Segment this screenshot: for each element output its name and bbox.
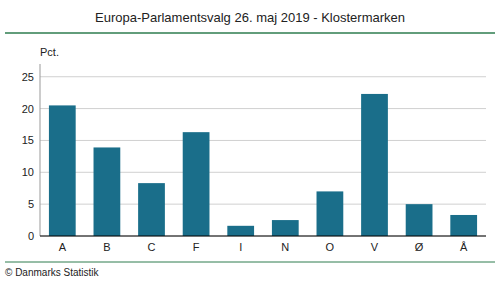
bar (406, 204, 433, 236)
bar (49, 105, 76, 236)
y-tick-label: 0 (28, 230, 34, 242)
x-tick-label: B (103, 241, 110, 253)
x-tick-label: O (326, 241, 335, 253)
x-tick-label: Ø (415, 241, 424, 253)
x-tick-label: C (148, 241, 156, 253)
x-tick-label: F (193, 241, 200, 253)
grid-line (40, 140, 486, 141)
bar (272, 220, 299, 236)
x-tick-label: V (371, 241, 379, 253)
y-tick-label: 15 (22, 134, 34, 146)
grid-line (40, 76, 486, 77)
bar (94, 147, 121, 236)
bar (227, 226, 254, 236)
y-axis-label: Pct. (40, 46, 59, 58)
chart: Europa-Parlamentsvalg 26. maj 2019 - Klo… (0, 0, 500, 282)
x-tick-label: A (59, 241, 67, 253)
baseline (40, 236, 486, 237)
bars (49, 94, 477, 236)
footer: © Danmarks Statistik (5, 267, 100, 278)
bar (183, 132, 210, 236)
title: Europa-Parlamentsvalg 26. maj 2019 - Klo… (95, 10, 405, 25)
x-tick-label: N (281, 241, 289, 253)
y-tick-label: 25 (22, 71, 34, 83)
x-tick-label: Å (460, 241, 468, 253)
bar (138, 183, 165, 236)
bar (450, 215, 477, 236)
y-tick-label: 20 (22, 103, 34, 115)
grid (40, 77, 486, 236)
footer-rule (5, 262, 495, 263)
bar (361, 94, 388, 236)
y-tick-label: 5 (28, 198, 34, 210)
bar (317, 191, 344, 236)
chart-container: Europa-Parlamentsvalg 26. maj 2019 - Klo… (0, 0, 500, 282)
x-tick-label: I (239, 241, 242, 253)
grid-line (40, 236, 486, 237)
y-tick-label: 10 (22, 166, 34, 178)
grid-line (40, 108, 486, 109)
y-axis-line (40, 64, 41, 236)
title-rule (5, 32, 495, 34)
